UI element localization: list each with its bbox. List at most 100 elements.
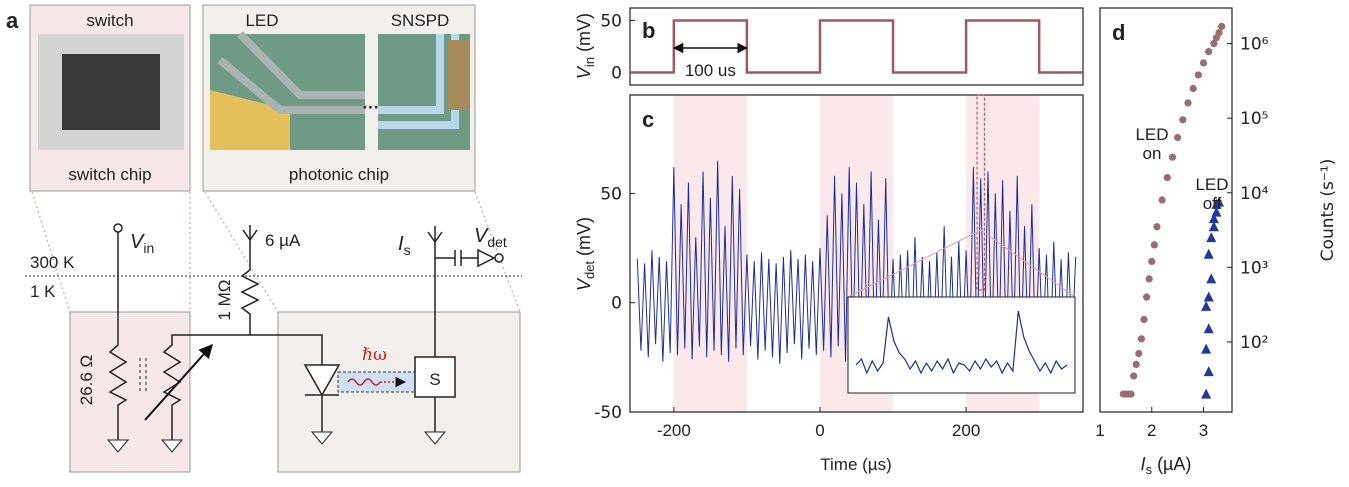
y-axis-label: Counts (s⁻¹) (1318, 159, 1338, 262)
panel-a: a switch switch chip ··· LED SNSPD photo… (6, 4, 522, 473)
data-point (1135, 349, 1143, 358)
data-point (1148, 257, 1156, 266)
bias-label: 6 µA (265, 231, 301, 250)
snspd (414, 356, 456, 398)
y-tick-label: 0 (611, 64, 622, 84)
data-point (1132, 360, 1140, 368)
wire (240, 225, 260, 335)
data-point (1140, 315, 1148, 324)
y-tick-label: 10⁶ (1240, 35, 1269, 55)
data-point (1194, 71, 1202, 79)
subscript: s (1146, 462, 1153, 477)
amplifier (477, 248, 496, 268)
data-point (1137, 335, 1146, 343)
data-point (1145, 275, 1153, 283)
zoom-line (847, 229, 981, 298)
data-line (636, 160, 1077, 364)
symbol: V (574, 65, 594, 79)
unit: (mV) (574, 13, 594, 57)
image-caption: SNSPD (391, 11, 450, 30)
y-axis-label: Vdet (mV) (574, 217, 597, 291)
unit: (mV) (574, 217, 594, 261)
subscript: s (404, 242, 411, 258)
fan-lines (31, 191, 521, 313)
data-point (1153, 223, 1161, 231)
series-label-line: off (1203, 194, 1222, 213)
data-point (1201, 388, 1212, 399)
subscript: det (487, 234, 507, 250)
data-point (1203, 366, 1214, 377)
data-point (1130, 372, 1138, 380)
image-caption: photonic chip (289, 165, 389, 184)
data-point (1208, 213, 1219, 224)
temperature: 300 K (30, 253, 75, 272)
resistor-label: 1 MΩ (215, 279, 234, 320)
data-point (1218, 22, 1226, 30)
data-point (1210, 39, 1218, 48)
x-tick-label: 3 (1199, 421, 1208, 440)
series-label-line: on (1143, 144, 1162, 163)
x-tick-label: -200 (657, 421, 691, 440)
data-point (1150, 241, 1158, 249)
data-point (1163, 173, 1171, 182)
data-point (1127, 390, 1135, 398)
ground (106, 439, 130, 453)
diode (303, 364, 341, 397)
data-point (1174, 133, 1182, 142)
series-label: LED on (1135, 125, 1168, 163)
y-tick-label: 0 (611, 294, 622, 314)
led-image (217, 31, 365, 114)
arrow (427, 231, 443, 244)
subscript: det (582, 261, 597, 279)
plot-frame (629, 7, 1084, 86)
x-axis-label: Time (µs) (820, 455, 892, 474)
data-point (1205, 48, 1213, 56)
terminal (113, 223, 123, 233)
is-label: Is (398, 233, 411, 258)
data-point (1184, 99, 1192, 107)
data-point (1206, 273, 1217, 284)
shunt-label: 26.6 Ω (77, 355, 96, 406)
symbol: I (1141, 454, 1146, 474)
terminal (494, 253, 504, 263)
y-tick-label: 10² (1240, 333, 1268, 353)
series-label: LED off (1195, 175, 1228, 213)
panel-label: c (642, 107, 654, 132)
data-point (1215, 29, 1223, 37)
y-tick-label: 10⁵ (1240, 109, 1268, 129)
subscript: in (582, 57, 597, 67)
x-tick-label: 2 (1147, 421, 1156, 440)
y-axis-label: Vin (mV) (574, 13, 597, 79)
annotation: 100 us (685, 61, 736, 80)
data-point (1199, 59, 1208, 67)
wire (162, 334, 323, 440)
data-point (1179, 116, 1187, 124)
data-point (1168, 153, 1177, 161)
data-line (630, 19, 1083, 74)
image-caption: LED (245, 11, 278, 30)
data-point (1201, 300, 1212, 311)
image-caption: switch chip (68, 165, 151, 184)
ground (160, 439, 184, 453)
panel-label: d (1112, 20, 1125, 45)
plot-frame (629, 94, 1084, 413)
unit: (µA) (1152, 454, 1191, 474)
vdet-label: Vdet (474, 225, 507, 250)
data-point (1203, 323, 1214, 334)
data-point (1206, 232, 1217, 243)
data-point (1214, 196, 1225, 207)
ellipsis: ··· (363, 98, 380, 117)
variable-arrow (144, 343, 213, 421)
shaded-interval (673, 95, 747, 412)
arrow (242, 229, 258, 242)
series-label-line: LED (1135, 125, 1168, 144)
wire (108, 232, 128, 440)
subscript: in (143, 240, 154, 256)
snspd-label: S (429, 370, 440, 389)
x-axis-label: Is (µA) (1141, 454, 1192, 477)
y-tick-label: -50 (594, 403, 622, 423)
x-tick-label: 200 (952, 421, 980, 440)
y-tick-label: 10³ (1240, 258, 1268, 278)
temperature: 1 K (30, 282, 56, 301)
